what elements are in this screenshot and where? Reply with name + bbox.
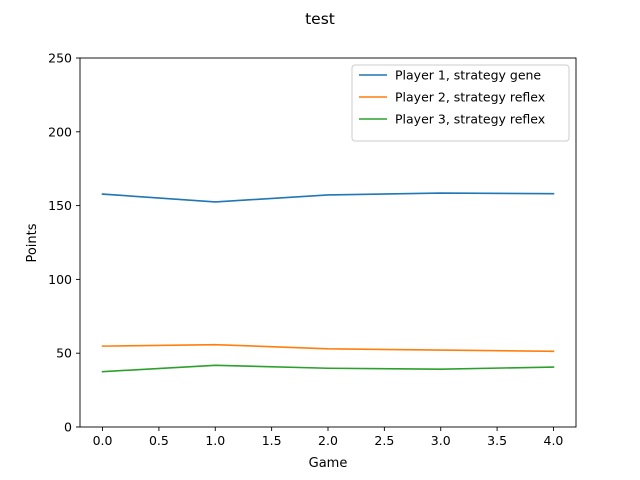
series-line-3 — [101, 364, 555, 373]
x-tick-label: 3.0 — [431, 433, 451, 448]
x-tick-label: 0.5 — [149, 433, 169, 448]
y-tick-label: 100 — [48, 272, 72, 287]
x-axis-title: Game — [309, 456, 348, 471]
series-line-2 — [101, 343, 555, 353]
plot-area: 0.0 0.5 1.0 1.5 2.0 2.5 3.0 3.5 4.0 0 50 100 150 200 2… — [48, 51, 577, 448]
y-tick-label: 150 — [48, 198, 72, 213]
x-tick-label: 0.0 — [93, 433, 113, 448]
y-axis-title: Points — [25, 223, 40, 262]
y-tick-label: 0 — [64, 420, 72, 435]
x-tick-label: 1.5 — [262, 433, 282, 448]
legend-label-3: Player 3, strategy reflex — [395, 112, 545, 127]
legend-label-2: Player 2, strategy reflex — [395, 90, 545, 105]
x-tick-label: 1.0 — [205, 433, 225, 448]
y-tick-label: 50 — [56, 346, 72, 361]
legend: Player 1, strategy gene Player 2, strateg… — [351, 64, 570, 142]
x-tick-label: 2.0 — [318, 433, 338, 448]
x-tick-label: 2.5 — [374, 433, 394, 448]
series-line-1 — [101, 192, 555, 203]
y-tick-label: 200 — [48, 124, 72, 139]
legend-box — [351, 64, 570, 142]
chart-title: test — [305, 10, 335, 28]
x-tick-label: 4.0 — [544, 433, 564, 448]
x-tick-label: 3.5 — [487, 433, 507, 448]
y-tick-label: 250 — [48, 51, 72, 66]
legend-label-1: Player 1, strategy gene — [395, 68, 541, 83]
